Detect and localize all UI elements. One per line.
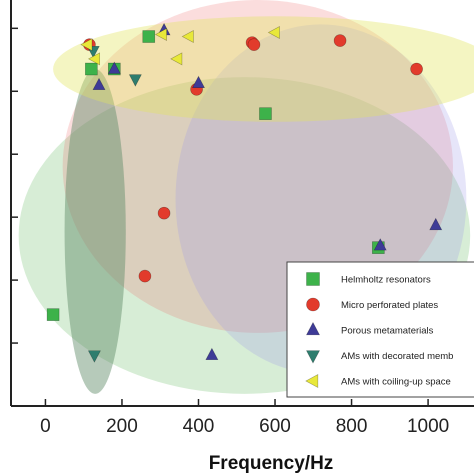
region-ams-with-decorated-membranes (64, 69, 126, 394)
legend-marker-2 (306, 321, 320, 336)
point-ams-with-coiling-up-spaces-2 (154, 28, 167, 42)
point-micro-perforated-plates-5 (247, 38, 261, 51)
point-porous-metamaterials-0 (92, 77, 106, 91)
legend-marker-1 (306, 297, 320, 312)
legend: Helmholtz resonators Micro perforated pla… (286, 261, 474, 398)
x-tick-label-800: 800 (336, 416, 368, 437)
legend-marker-4 (305, 373, 319, 389)
legend-label-1: Micro perforated plates (341, 300, 438, 311)
region-ellipses (18, 0, 474, 394)
legend-marker-0 (306, 272, 320, 286)
point-micro-perforated-plates-1 (138, 269, 152, 283)
point-ams-with-coiling-up-spaces-3 (170, 52, 183, 66)
data-points (46, 22, 443, 363)
point-ams-with-decorated-membranes-1 (87, 350, 101, 363)
legend-label-2: Porous metamaterials (341, 326, 434, 337)
point-porous-metamaterials-1 (107, 61, 121, 74)
region-ams-with-coiling-up-spaces (53, 16, 474, 122)
point-porous-metamaterials-4 (205, 347, 219, 361)
point-helmholtz-resonators-1 (85, 62, 98, 76)
x-tick-label-400: 400 (183, 416, 215, 437)
tick-marks: 0 200 400 600 800 1000 (11, 27, 449, 437)
axes (10, 0, 474, 407)
point-ams-with-coiling-up-spaces-1 (87, 52, 100, 66)
point-micro-perforated-plates-7 (410, 62, 423, 76)
point-micro-perforated-plates-2 (157, 206, 171, 220)
point-porous-metamaterials-6 (429, 217, 443, 231)
point-helmholtz-resonators-0 (46, 308, 60, 321)
x-tick-label-0: 0 (40, 416, 51, 437)
x-axis-title: Frequency/Hz (209, 453, 334, 474)
x-tick-label-600: 600 (259, 416, 291, 437)
point-ams-with-coiling-up-spaces-5 (267, 25, 280, 39)
legend-label-4: AMs with coiling-up space (341, 377, 451, 388)
point-ams-with-decorated-membranes-2 (128, 74, 142, 87)
point-helmholtz-resonators-4 (259, 107, 272, 120)
legend-label-0: Helmholtz resonators (341, 275, 431, 286)
legend-label-3: AMs with decorated memb (341, 351, 453, 362)
point-micro-perforated-plates-6 (333, 34, 347, 47)
x-tick-label-1000: 1000 (407, 416, 449, 437)
point-porous-metamaterials-5 (373, 238, 387, 251)
point-porous-metamaterials-3 (191, 75, 205, 89)
legend-marker-3 (306, 350, 320, 364)
point-helmholtz-resonators-3 (142, 30, 156, 43)
point-ams-with-coiling-up-spaces-0 (80, 38, 93, 52)
x-tick-label-200: 200 (106, 416, 138, 437)
point-ams-with-coiling-up-spaces-4 (181, 30, 194, 44)
region-micro-perforated-plates (62, 0, 453, 333)
